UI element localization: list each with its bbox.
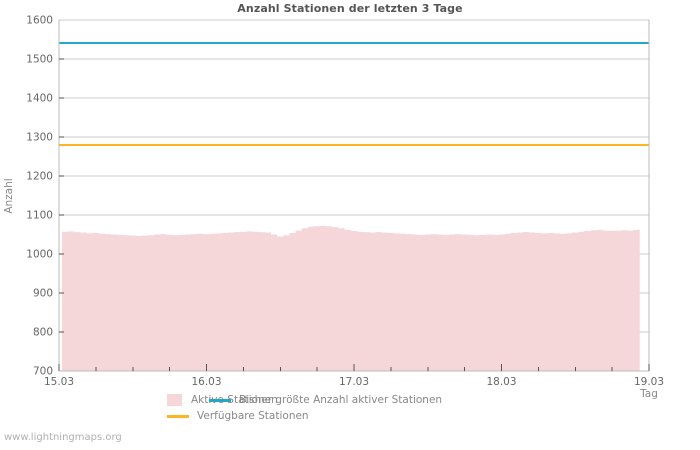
legend-item-bisher-groesste-anzahl: Bisher größte Anzahl aktiver Stationen [209, 392, 442, 408]
legend-item-aktive-stationen: Aktive Stationen [59, 392, 278, 408]
svg-text:800: 800 [33, 327, 53, 339]
svg-text:1100: 1100 [26, 210, 53, 222]
svg-text:1400: 1400 [26, 93, 53, 105]
svg-text:1300: 1300 [26, 132, 53, 144]
svg-text:1600: 1600 [26, 15, 53, 27]
svg-text:1000: 1000 [26, 249, 53, 261]
y-axis-tick-labels: 700 800 900 1000 1100 1200 1300 1400 1500 1600 [26, 15, 53, 378]
legend-swatch-line-icon [209, 398, 231, 402]
legend-row-1: Aktive Stationen Bisher größte Anzahl ak… [59, 392, 649, 408]
chart-title: Anzahl Stationen der letzten 3 Tage [237, 2, 463, 15]
legend-label-bisher-groesste-anzahl: Bisher größte Anzahl aktiver Stationen [239, 394, 443, 406]
svg-text:18.03: 18.03 [486, 376, 516, 388]
threshold-lines [59, 42, 649, 146]
svg-text:1500: 1500 [26, 54, 53, 66]
legend-row-2: Verfügbare Stationen [59, 408, 649, 424]
area-series-aktive-stationen [62, 225, 640, 371]
site-url-footer: www.lightningmaps.org [4, 432, 122, 443]
svg-text:1200: 1200 [26, 171, 53, 183]
svg-text:17.03: 17.03 [339, 376, 369, 388]
svg-text:19.03: 19.03 [634, 376, 664, 388]
legend-swatch-line-icon [167, 414, 189, 418]
x-axis-tick-labels: 15.03 16.03 17.03 18.03 19.03 [44, 376, 664, 388]
legend-swatch-box-icon [167, 394, 182, 406]
legend-label-verfuegbare-stationen: Verfügbare Stationen [197, 410, 309, 422]
svg-text:900: 900 [33, 288, 53, 300]
svg-text:15.03: 15.03 [44, 376, 74, 388]
legend-label-aktive-stationen: Aktive Stationen [191, 394, 278, 406]
chart-legend: Aktive Stationen Bisher größte Anzahl ak… [59, 392, 649, 424]
x-axis-ticks [58, 364, 650, 371]
svg-text:16.03: 16.03 [191, 376, 221, 388]
x-axis-title: Tag [639, 388, 658, 400]
y-axis-title: Anzahl [3, 178, 15, 213]
legend-item-verfuegbare-stationen: Verfügbare Stationen [59, 408, 309, 424]
svg-text:700: 700 [33, 366, 53, 378]
